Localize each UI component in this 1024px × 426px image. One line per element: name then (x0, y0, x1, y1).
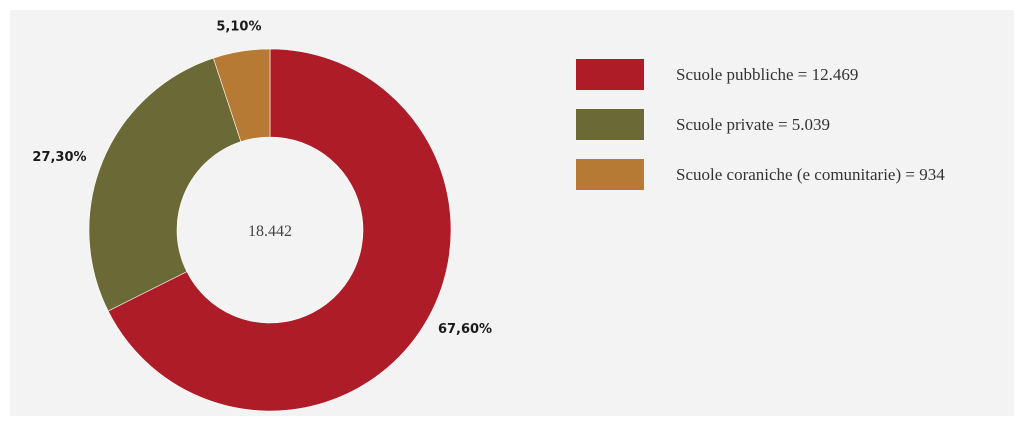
legend-label-scuole-private: Scuole private = 5.039 (676, 114, 831, 134)
slice-scuole-private (88, 57, 242, 312)
percent-label-scuole-coraniche: 5,10% (216, 19, 261, 34)
slice-scuole-pubbliche (107, 48, 452, 412)
legend-swatch-scuole-pubbliche (576, 59, 644, 90)
legend-item-scuole-pubbliche: Scuole pubbliche = 12.469 (576, 58, 945, 91)
legend-item-scuole-private: Scuole private = 5.039 (576, 108, 945, 141)
legend-swatch-scuole-private (576, 109, 644, 140)
legend-label-scuole-pubbliche: Scuole pubbliche = 12.469 (676, 64, 859, 84)
slice-scuole-coraniche (212, 48, 271, 143)
center-total-label: 18.442 (248, 223, 292, 240)
legend: Scuole pubbliche = 12.469 Scuole private… (576, 58, 945, 208)
donut-slices (88, 48, 452, 412)
legend-label-scuole-coraniche: Scuole coraniche (e comunitarie) = 934 (676, 164, 945, 184)
percent-label-scuole-private: 27,30% (32, 150, 86, 165)
legend-item-scuole-coraniche: Scuole coraniche (e comunitarie) = 934 (576, 158, 945, 191)
percent-label-scuole-pubbliche: 67,60% (438, 322, 492, 337)
legend-swatch-scuole-coraniche (576, 159, 644, 190)
percent-labels: 67,60% 27,30% 5,10% (32, 19, 492, 336)
